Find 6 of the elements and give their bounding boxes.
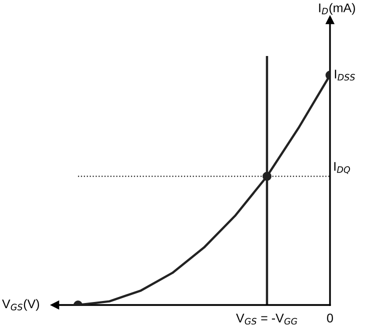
y-axis-title: I$_{D}$(mA) xyxy=(319,3,355,15)
x-tick-label: V$_{GS}$ = -V$_{GG}$ xyxy=(236,314,298,325)
annotation: I$_{DSS}$ xyxy=(334,70,355,81)
ref-line-label: I$_{DQ}$ xyxy=(334,162,350,174)
x-axis-title: V$_{GS}$(V) xyxy=(2,299,40,311)
x-tick-label: 0 xyxy=(327,314,333,323)
